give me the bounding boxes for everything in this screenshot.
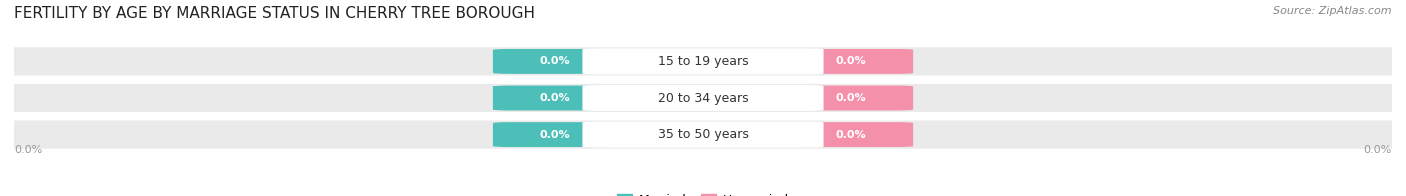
FancyBboxPatch shape [582, 48, 824, 74]
Text: 20 to 34 years: 20 to 34 years [658, 92, 748, 104]
Text: 0.0%: 0.0% [540, 93, 571, 103]
Text: 0.0%: 0.0% [540, 56, 571, 66]
FancyBboxPatch shape [0, 84, 1406, 112]
Text: Source: ZipAtlas.com: Source: ZipAtlas.com [1274, 6, 1392, 16]
Text: 0.0%: 0.0% [835, 56, 866, 66]
Text: 0.0%: 0.0% [835, 93, 866, 103]
Text: 0.0%: 0.0% [540, 130, 571, 140]
FancyBboxPatch shape [494, 122, 617, 147]
FancyBboxPatch shape [789, 49, 912, 74]
Text: 0.0%: 0.0% [835, 130, 866, 140]
Text: 0.0%: 0.0% [14, 145, 42, 155]
Text: 35 to 50 years: 35 to 50 years [658, 128, 748, 141]
Text: 0.0%: 0.0% [1364, 145, 1392, 155]
Text: FERTILITY BY AGE BY MARRIAGE STATUS IN CHERRY TREE BOROUGH: FERTILITY BY AGE BY MARRIAGE STATUS IN C… [14, 6, 536, 21]
FancyBboxPatch shape [789, 86, 912, 110]
FancyBboxPatch shape [582, 85, 824, 111]
Legend: Married, Unmarried: Married, Unmarried [617, 194, 789, 196]
FancyBboxPatch shape [0, 47, 1406, 75]
FancyBboxPatch shape [582, 122, 824, 148]
FancyBboxPatch shape [789, 122, 912, 147]
Text: 15 to 19 years: 15 to 19 years [658, 55, 748, 68]
FancyBboxPatch shape [494, 86, 617, 110]
FancyBboxPatch shape [494, 49, 617, 74]
FancyBboxPatch shape [0, 121, 1406, 149]
